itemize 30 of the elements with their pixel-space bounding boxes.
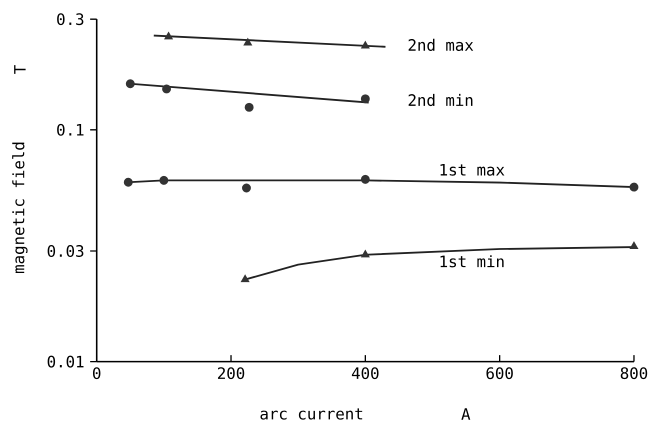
y-axis-title: magnetic field xyxy=(12,142,28,274)
annotation: 1st max xyxy=(440,164,504,176)
x-axis-title: arc current xyxy=(260,408,362,420)
x-tick-label: 200 xyxy=(218,367,244,380)
annotation: 1st min xyxy=(440,255,504,268)
point xyxy=(361,42,370,49)
point xyxy=(361,250,370,258)
point xyxy=(360,94,370,104)
point xyxy=(360,175,370,184)
point xyxy=(164,32,173,40)
point xyxy=(242,184,251,193)
y-tick-label: 0.1 xyxy=(57,124,84,136)
text: T xyxy=(14,65,26,74)
annotation: 2nd max xyxy=(408,38,474,52)
point xyxy=(162,84,172,94)
point xyxy=(244,103,254,112)
point xyxy=(241,275,250,282)
annotation: 2nd min xyxy=(408,94,472,106)
point xyxy=(244,38,252,46)
point xyxy=(124,178,133,187)
x-tick-label: 800 xyxy=(620,367,648,380)
y-tick-label: 0.01 xyxy=(48,356,84,368)
y-tick-label: 0.03 xyxy=(48,245,84,258)
y-tick-label: 0.3 xyxy=(57,13,84,26)
point xyxy=(159,176,168,186)
text: A xyxy=(461,408,470,420)
x-tick-label: 400 xyxy=(352,367,379,380)
x-tick-label: 0 xyxy=(92,367,100,380)
point xyxy=(126,79,135,88)
x-tick-label: 600 xyxy=(486,367,513,380)
